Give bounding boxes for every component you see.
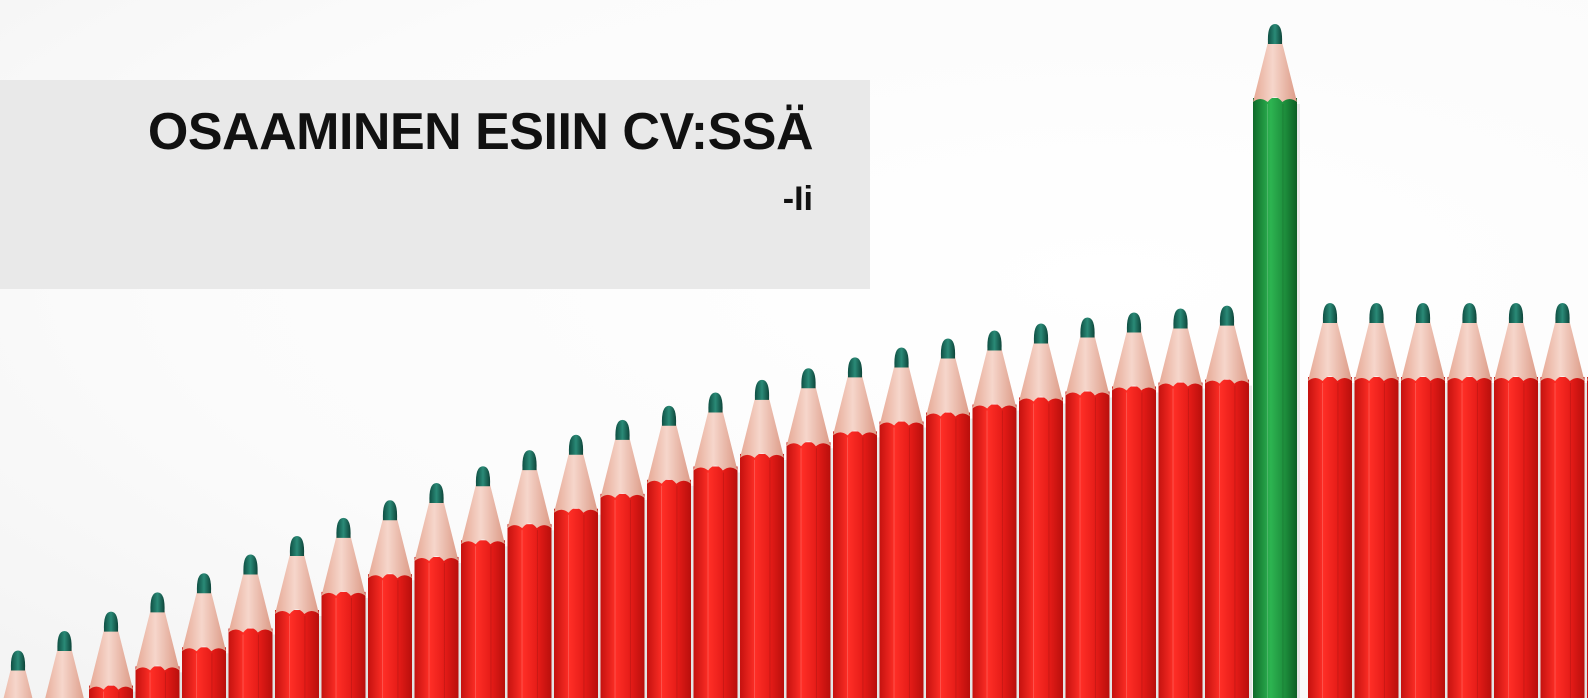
title-panel: OSAAMINEN ESIIN CV:SSÄ -Ii — [0, 80, 870, 289]
red-pencil — [182, 573, 229, 698]
red-pencil — [1447, 303, 1495, 698]
red-pencil — [926, 338, 973, 698]
red-pencil — [45, 630, 84, 698]
slide-subtitle: -Ii — [782, 180, 813, 218]
red-pencil — [1112, 312, 1159, 698]
red-pencil — [1158, 308, 1206, 698]
red-pencil — [1205, 305, 1252, 698]
red-pencil — [693, 392, 741, 698]
red-pencil — [1401, 303, 1448, 698]
red-pencil — [275, 536, 322, 698]
red-pencil — [414, 482, 462, 698]
red-pencil — [321, 517, 369, 698]
red-pencil — [461, 466, 508, 698]
slide-title: OSAAMINEN ESIIN CV:SSÄ — [147, 103, 814, 161]
red-pencil — [228, 554, 276, 698]
red-pencil — [135, 592, 183, 698]
red-pencil — [1494, 303, 1541, 698]
red-pencil — [554, 434, 601, 698]
red-pencil — [600, 419, 648, 698]
standout-green-pencil — [1253, 24, 1300, 698]
red-pencil — [1540, 303, 1588, 698]
red-pencil — [1019, 323, 1066, 698]
red-pencil — [833, 357, 880, 698]
pencil-row — [3, 24, 1588, 698]
red-pencil — [786, 368, 834, 698]
red-pencil — [507, 450, 555, 698]
red-pencil — [1308, 303, 1355, 698]
red-pencil — [3, 650, 33, 698]
red-pencil — [1065, 317, 1113, 698]
red-pencil — [89, 611, 136, 698]
red-pencil — [879, 347, 927, 698]
red-pencil — [1354, 303, 1402, 698]
red-pencil — [972, 330, 1020, 698]
red-pencil — [368, 500, 415, 698]
red-pencil — [647, 405, 694, 698]
red-pencil — [740, 379, 787, 698]
